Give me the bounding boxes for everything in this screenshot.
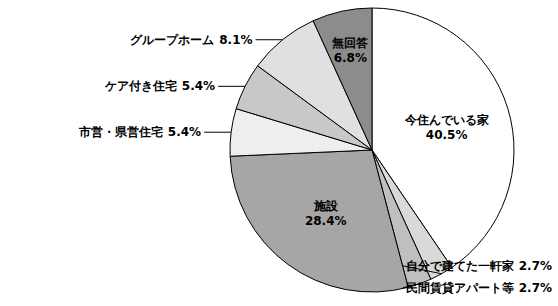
pie-slice bbox=[313, 8, 372, 150]
data-label: グループホーム 8.1% bbox=[130, 33, 252, 47]
label-name: グループホーム bbox=[130, 33, 214, 47]
label-name: 市営・県営住宅 bbox=[78, 125, 163, 139]
label-value: 2.7% bbox=[519, 281, 552, 295]
label-name: 今住んでいる家 bbox=[404, 113, 489, 127]
pie-slice bbox=[230, 150, 408, 292]
leader-line bbox=[403, 284, 420, 288]
data-label: 施設28.4% bbox=[305, 199, 347, 228]
data-labels: 今住んでいる家40.5% 自分で建てた一軒家 2.7% 民間賃貸アパート等 2.7% 施設… bbox=[78, 33, 552, 295]
leader-line bbox=[256, 39, 283, 40]
label-name: ケア付き住宅 bbox=[104, 79, 177, 93]
pie bbox=[230, 8, 514, 292]
data-label: 無回答6.8% bbox=[331, 36, 369, 65]
data-label: 民間賃貸アパート等 2.7% bbox=[406, 281, 552, 295]
label-value: 28.4% bbox=[305, 214, 347, 228]
label-value: 40.5% bbox=[426, 128, 468, 142]
label-name: 無回答 bbox=[331, 36, 369, 50]
data-label: 市営・県営住宅 5.4% bbox=[78, 125, 201, 139]
leader-line bbox=[403, 266, 442, 274]
label-value: 2.7% bbox=[519, 259, 552, 273]
label-value: 8.1% bbox=[219, 33, 252, 47]
chart: 今住んでいる家40.5% 自分で建てた一軒家 2.7% 民間賃貸アパート等 2.7% 施設… bbox=[0, 0, 558, 306]
leader-line bbox=[218, 86, 245, 87]
data-label: 今住んでいる家40.5% bbox=[404, 113, 489, 142]
leader-line bbox=[204, 132, 231, 133]
label-value: 6.8% bbox=[334, 51, 367, 65]
label-name: 自分で建てた一軒家 bbox=[406, 259, 514, 273]
label-value: 5.4% bbox=[182, 79, 215, 93]
label-name: 施設 bbox=[313, 199, 339, 213]
label-name: 民間賃貸アパート等 bbox=[406, 281, 514, 295]
data-label: ケア付き住宅 5.4% bbox=[104, 79, 215, 93]
label-value: 5.4% bbox=[168, 125, 201, 139]
